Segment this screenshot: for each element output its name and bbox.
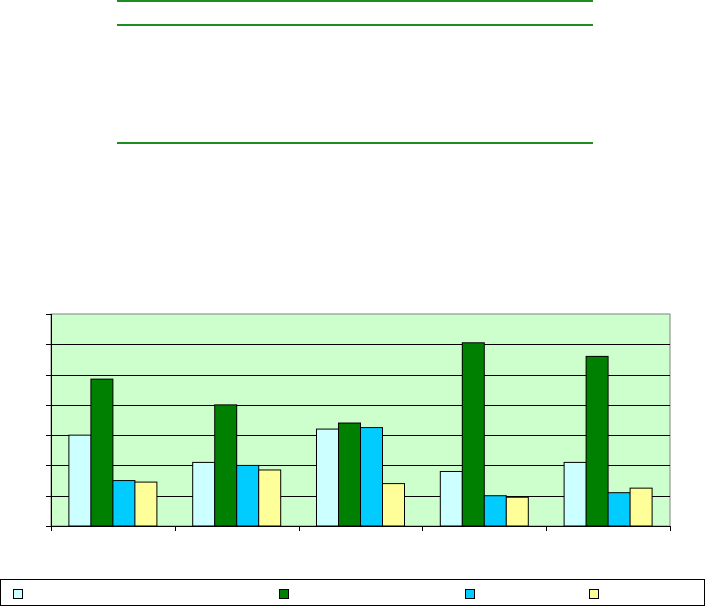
bar [585, 355, 609, 527]
header-rule-top [117, 0, 593, 2]
bar [382, 483, 405, 527]
bar [563, 461, 587, 527]
bar [360, 427, 383, 527]
legend-swatch [279, 589, 289, 599]
legend-item [13, 588, 29, 600]
bar [607, 492, 631, 527]
bar [461, 342, 485, 527]
chart-legend [0, 579, 705, 606]
legend-item [279, 588, 295, 600]
header-rule-middle [117, 24, 593, 26]
bar [629, 487, 653, 527]
bar [68, 434, 92, 527]
bar [338, 422, 361, 527]
legend-swatch [13, 589, 23, 599]
header-rule-bottom [117, 142, 593, 144]
bar-chart [46, 313, 671, 531]
legend-item [589, 588, 605, 600]
legend-item [465, 588, 481, 600]
bar [236, 464, 260, 527]
bar [214, 404, 238, 527]
bar [316, 428, 339, 527]
bar [439, 470, 463, 527]
legend-swatch [589, 589, 599, 599]
bar [483, 495, 507, 527]
bar [192, 461, 216, 527]
bar [505, 496, 529, 527]
legend-swatch [465, 589, 475, 599]
bar [112, 480, 136, 527]
bar [90, 378, 114, 527]
bar [134, 481, 158, 527]
bar [258, 469, 282, 527]
